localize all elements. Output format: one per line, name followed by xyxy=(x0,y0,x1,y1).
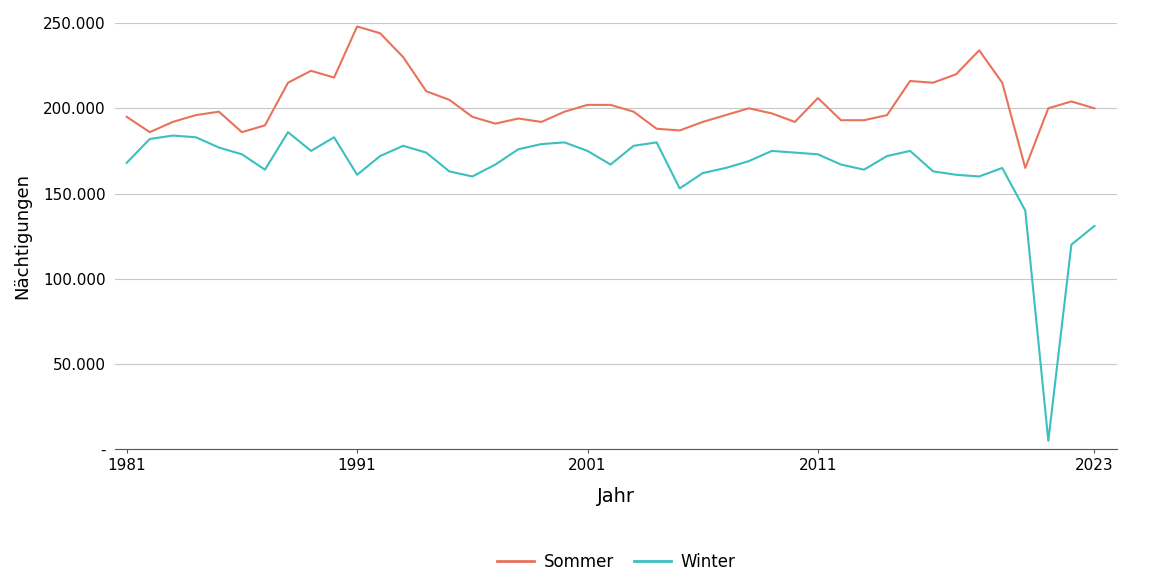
Legend: Sommer, Winter: Sommer, Winter xyxy=(491,546,742,576)
X-axis label: Jahr: Jahr xyxy=(598,487,635,506)
Y-axis label: Nächtigungen: Nächtigungen xyxy=(14,173,32,299)
